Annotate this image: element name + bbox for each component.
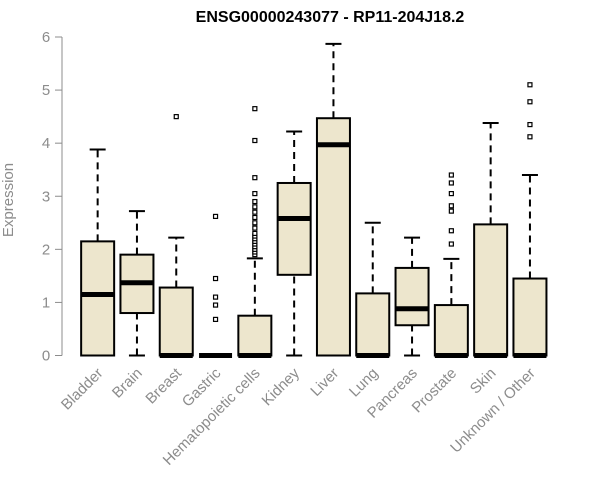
chart-title: ENSG00000243077 - RP11-204J18.2 xyxy=(196,9,465,26)
box-lung xyxy=(355,221,391,358)
outlier-point xyxy=(212,213,219,220)
box-liver xyxy=(315,42,351,357)
category-label: Kidney xyxy=(259,364,304,409)
box-body xyxy=(276,181,312,276)
outlier-point xyxy=(252,214,258,221)
outlier-point xyxy=(448,241,454,247)
box-bladder xyxy=(80,148,116,357)
category-label: Lung xyxy=(346,365,382,401)
y-tick-label: 1 xyxy=(42,294,50,311)
y-tick-label: 4 xyxy=(42,135,50,152)
y-axis-label: Expression xyxy=(0,163,17,237)
outlier-point xyxy=(252,190,258,197)
outlier-point xyxy=(448,203,454,209)
box-body xyxy=(433,304,469,357)
box-body xyxy=(394,266,430,327)
outlier-point xyxy=(448,180,454,186)
y-tick-label: 0 xyxy=(42,348,50,365)
box-body xyxy=(355,292,391,357)
outlier-point xyxy=(212,275,219,282)
outlier-point xyxy=(212,316,219,323)
y-tick-label: 5 xyxy=(42,82,50,99)
outlier-point xyxy=(527,82,533,88)
box-pancreas xyxy=(394,236,430,357)
category-label: Brain xyxy=(109,365,146,402)
box-skin xyxy=(473,121,509,358)
outlier-point xyxy=(252,106,258,112)
boxes-group xyxy=(80,42,548,358)
box-body xyxy=(315,117,351,357)
category-label: Liver xyxy=(307,365,342,400)
y-tick-label: 2 xyxy=(42,241,50,258)
y-tick-label: 6 xyxy=(42,29,50,46)
box-unknown-other xyxy=(512,82,548,358)
outlier-point xyxy=(448,228,454,234)
box-kidney xyxy=(276,130,312,357)
outlier-point xyxy=(252,230,258,237)
outlier-point xyxy=(527,134,533,140)
outlier-point xyxy=(252,198,258,205)
outlier-point xyxy=(212,294,219,300)
box-prostate xyxy=(433,172,469,358)
box-body xyxy=(473,223,509,357)
box-brain xyxy=(119,210,155,357)
outlier-point xyxy=(527,99,533,105)
outlier-point xyxy=(212,302,219,308)
outlier-point xyxy=(252,209,258,215)
category-label: Bladder xyxy=(58,365,107,414)
outlier-point xyxy=(173,114,179,120)
outlier-point xyxy=(448,190,454,197)
outlier-point xyxy=(252,225,258,231)
category-label: Skin xyxy=(467,365,500,398)
outlier-point xyxy=(527,121,533,128)
box-body xyxy=(80,240,116,357)
box-gastric xyxy=(199,213,233,358)
outlier-point xyxy=(252,175,258,181)
outlier-point xyxy=(448,208,454,214)
category-label: Breast xyxy=(142,364,185,407)
box-body xyxy=(512,277,548,357)
box-body xyxy=(158,286,194,357)
outlier-point xyxy=(448,172,454,178)
box-breast xyxy=(158,114,194,358)
y-axis: 0 1 2 3 4 5 6 xyxy=(42,29,63,365)
y-tick-label: 3 xyxy=(42,188,50,205)
outlier-point xyxy=(252,204,258,210)
box-body xyxy=(237,314,273,357)
outlier-point xyxy=(252,137,258,144)
box-hematopoietic-cells xyxy=(237,106,273,358)
outlier-point xyxy=(252,220,258,226)
